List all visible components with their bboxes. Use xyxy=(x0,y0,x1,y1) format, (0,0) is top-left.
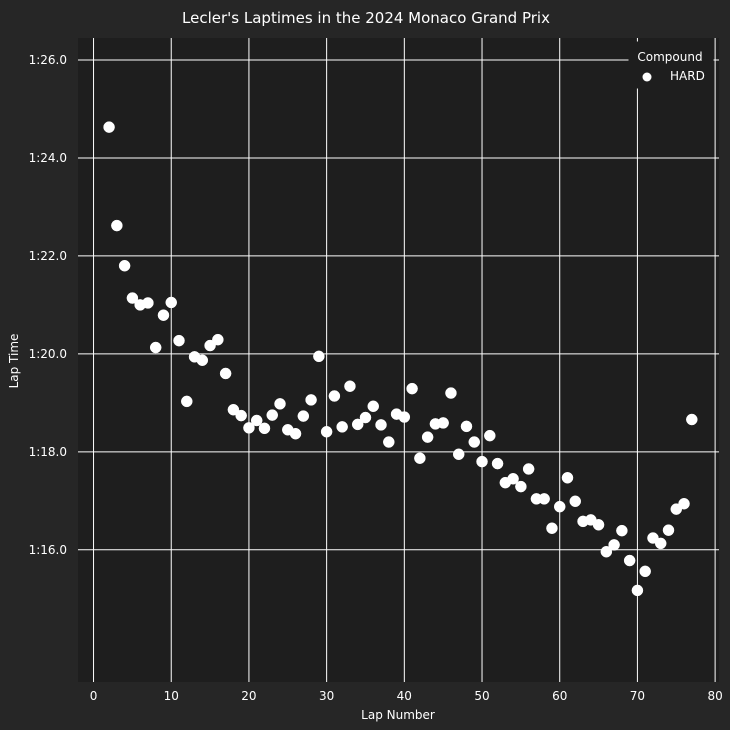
data-point-lap-36 xyxy=(367,400,379,413)
y-tick-label-86: 1:26.0 xyxy=(29,53,67,67)
data-point-lap-73 xyxy=(654,537,667,550)
legend-label-hard: HARD xyxy=(670,69,705,83)
data-point-lap-22 xyxy=(258,422,271,435)
data-point-lap-37 xyxy=(375,419,387,431)
x-tick-label-40: 40 xyxy=(397,689,412,703)
data-point-lap-66 xyxy=(600,545,613,558)
data-point-lap-2 xyxy=(103,121,115,133)
data-point-lap-76 xyxy=(678,497,690,510)
legend: Compound HARD xyxy=(628,41,714,89)
data-point-lap-17 xyxy=(219,367,232,380)
legend-title: Compound xyxy=(637,50,702,64)
data-point-lap-58 xyxy=(538,493,550,505)
x-tick-label-0: 0 xyxy=(90,689,98,703)
data-point-lap-70 xyxy=(631,584,644,597)
data-point-lap-12 xyxy=(181,395,193,408)
x-axis-label: Lap Number xyxy=(361,708,435,722)
data-point-lap-9 xyxy=(157,309,170,321)
data-point-lap-47 xyxy=(452,448,465,461)
data-point-lap-33 xyxy=(344,380,356,392)
data-point-lap-71 xyxy=(639,565,651,578)
x-tick-label-50: 50 xyxy=(474,689,489,703)
x-tick-label-80: 80 xyxy=(707,689,722,703)
data-point-lap-5 xyxy=(126,292,139,304)
data-point-lap-52 xyxy=(491,457,504,470)
y-tick-label-84: 1:24.0 xyxy=(29,151,67,165)
data-point-lap-29 xyxy=(313,350,325,363)
data-point-lap-15 xyxy=(204,339,216,352)
data-point-lap-14 xyxy=(196,354,209,366)
data-point-lap-24 xyxy=(274,398,286,410)
x-tick-label-60: 60 xyxy=(552,689,567,703)
data-point-lap-8 xyxy=(149,341,162,354)
data-point-lap-77 xyxy=(686,413,698,426)
y-axis-label: Lap Time xyxy=(7,334,21,389)
data-point-lap-32 xyxy=(336,421,348,433)
plot-area xyxy=(78,38,719,682)
data-point-lap-20 xyxy=(243,422,255,434)
data-point-lap-61 xyxy=(561,472,574,484)
chart-title: Lecler's Laptimes in the 2024 Monaco Gra… xyxy=(182,9,550,27)
y-tick-label-78: 1:18.0 xyxy=(29,445,67,459)
data-point-lap-30 xyxy=(320,425,333,438)
data-point-lap-27 xyxy=(297,410,310,422)
data-point-lap-11 xyxy=(173,334,185,347)
x-tick-label-10: 10 xyxy=(164,689,179,703)
data-point-lap-7 xyxy=(142,297,154,309)
x-tick-label-20: 20 xyxy=(241,689,256,703)
data-point-lap-54 xyxy=(507,473,519,485)
data-point-lap-3 xyxy=(111,219,123,232)
data-point-lap-34 xyxy=(351,418,364,431)
data-point-lap-50 xyxy=(476,455,488,468)
data-point-lap-38 xyxy=(383,436,395,448)
data-point-lap-19 xyxy=(235,409,247,422)
y-tick-label-82: 1:22.0 xyxy=(29,249,67,263)
data-point-lap-60 xyxy=(553,500,566,513)
data-points xyxy=(103,121,698,597)
data-point-lap-69 xyxy=(623,554,636,567)
data-point-lap-56 xyxy=(522,463,535,475)
data-point-lap-65 xyxy=(592,519,605,531)
data-point-lap-55 xyxy=(515,480,527,493)
x-tick-label-30: 30 xyxy=(319,689,334,703)
data-point-lap-35 xyxy=(359,411,372,424)
data-point-lap-26 xyxy=(289,427,302,440)
data-point-lap-74 xyxy=(662,524,675,536)
data-point-lap-28 xyxy=(305,394,317,406)
data-point-lap-42 xyxy=(414,452,426,464)
data-point-lap-43 xyxy=(421,431,434,443)
data-point-lap-51 xyxy=(484,429,496,442)
data-point-lap-48 xyxy=(460,420,473,433)
data-point-lap-62 xyxy=(569,495,582,508)
x-tick-label-70: 70 xyxy=(630,689,645,703)
data-point-lap-18 xyxy=(227,403,240,416)
data-point-lap-16 xyxy=(212,333,224,346)
data-point-lap-49 xyxy=(468,436,481,448)
data-point-lap-4 xyxy=(118,259,131,272)
data-point-lap-10 xyxy=(165,296,177,309)
y-tick-label-80: 1:20.0 xyxy=(29,347,67,361)
legend-marker-hard xyxy=(642,72,652,82)
data-point-lap-21 xyxy=(250,414,263,427)
data-point-lap-40 xyxy=(398,411,411,423)
tick-labels: 0 10 20 30 40 50 60 70 80 1:16.0 1:18.0 1:20.0 1:22.… xyxy=(29,53,723,703)
data-point-lap-67 xyxy=(608,539,620,551)
data-point-lap-68 xyxy=(616,524,628,537)
data-point-lap-45 xyxy=(437,417,449,429)
y-tick-label-76: 1:16.0 xyxy=(29,543,67,557)
data-point-lap-59 xyxy=(546,522,558,534)
data-point-lap-41 xyxy=(406,382,418,395)
data-point-lap-46 xyxy=(445,387,457,399)
data-point-lap-31 xyxy=(328,390,341,402)
data-point-lap-23 xyxy=(266,409,278,421)
